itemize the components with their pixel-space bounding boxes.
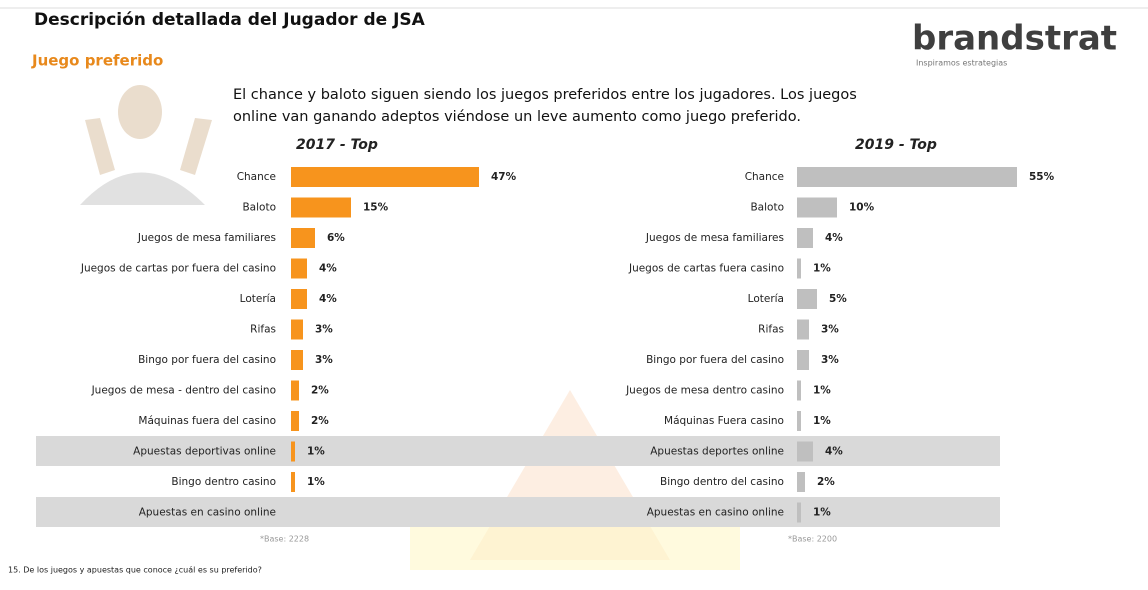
bar bbox=[797, 320, 809, 340]
value-label: 3% bbox=[315, 324, 333, 336]
value-label: 2% bbox=[311, 415, 329, 427]
value-label: 3% bbox=[821, 354, 839, 366]
value-label: 5% bbox=[829, 293, 847, 305]
value-label: 4% bbox=[825, 446, 843, 458]
bar bbox=[797, 472, 805, 492]
category-label: Apuestas en casino online bbox=[647, 507, 784, 519]
value-label: 55% bbox=[1029, 171, 1055, 183]
category-label: Juegos de mesa familiares bbox=[645, 232, 784, 244]
value-label: 3% bbox=[315, 354, 333, 366]
bar bbox=[291, 350, 303, 370]
category-label: Rifas bbox=[250, 324, 276, 336]
bar bbox=[797, 381, 801, 401]
chart-title: 2019 - Top bbox=[855, 137, 937, 153]
value-label: 10% bbox=[849, 202, 875, 214]
bar bbox=[797, 503, 801, 523]
bar bbox=[291, 411, 299, 431]
value-label: 3% bbox=[821, 324, 839, 336]
category-label: Chance bbox=[237, 171, 276, 183]
category-label: Máquinas fuera del casino bbox=[138, 415, 276, 427]
category-label: Juegos de mesa dentro casino bbox=[625, 385, 784, 397]
category-label: Juegos de mesa familiares bbox=[137, 232, 276, 244]
category-label: Bingo dentro casino bbox=[171, 476, 276, 488]
category-label: Apuestas en casino online bbox=[139, 507, 276, 519]
value-label: 1% bbox=[813, 263, 831, 275]
value-label: 4% bbox=[319, 263, 337, 275]
value-label: 2% bbox=[817, 476, 835, 488]
bar bbox=[291, 289, 307, 309]
bar bbox=[797, 350, 809, 370]
value-label: 47% bbox=[491, 171, 517, 183]
value-label: 4% bbox=[825, 232, 843, 244]
category-label: Baloto bbox=[242, 202, 276, 214]
bar bbox=[797, 411, 801, 431]
category-label: Baloto bbox=[750, 202, 784, 214]
value-label: 1% bbox=[813, 507, 831, 519]
category-label: Bingo por fuera del casino bbox=[646, 354, 784, 366]
bar bbox=[291, 442, 295, 462]
logo: brandstrat bbox=[912, 19, 1117, 59]
section-title: Juego preferido bbox=[31, 52, 163, 70]
bar bbox=[291, 381, 299, 401]
category-label: Juegos de cartas por fuera del casino bbox=[80, 263, 276, 275]
value-label: 1% bbox=[813, 415, 831, 427]
bar bbox=[797, 228, 813, 248]
bar bbox=[797, 442, 813, 462]
category-label: Lotería bbox=[748, 293, 784, 305]
base-note: *Base: 2228 bbox=[260, 535, 309, 544]
bar bbox=[291, 320, 303, 340]
bar bbox=[797, 198, 837, 218]
category-label: Rifas bbox=[758, 324, 784, 336]
description: online van ganando adeptos viéndose un l… bbox=[233, 109, 801, 125]
bar bbox=[797, 289, 817, 309]
value-label: 1% bbox=[307, 446, 325, 458]
slide: Descripción detallada del Jugador de JSA… bbox=[0, 0, 1148, 590]
slide-title: Descripción detallada del Jugador de JSA bbox=[34, 10, 426, 30]
category-label: Juegos de cartas fuera casino bbox=[628, 263, 784, 275]
category-label: Máquinas Fuera casino bbox=[664, 415, 784, 427]
category-label: Lotería bbox=[240, 293, 276, 305]
bar bbox=[797, 259, 801, 279]
bar bbox=[291, 167, 479, 187]
bar bbox=[797, 167, 1017, 187]
value-label: 1% bbox=[813, 385, 831, 397]
value-label: 4% bbox=[319, 293, 337, 305]
bar bbox=[291, 198, 351, 218]
base-note: *Base: 2200 bbox=[788, 535, 837, 544]
description: El chance y baloto siguen siendo los jue… bbox=[233, 87, 857, 103]
category-label: Chance bbox=[745, 171, 784, 183]
bar bbox=[291, 259, 307, 279]
category-label: Apuestas deportivas online bbox=[133, 446, 276, 458]
value-label: 1% bbox=[307, 476, 325, 488]
category-label: Juegos de mesa - dentro del casino bbox=[91, 385, 276, 397]
category-label: Bingo por fuera del casino bbox=[138, 354, 276, 366]
bar bbox=[291, 472, 295, 492]
bar bbox=[291, 228, 315, 248]
chart-title: 2017 - Top bbox=[296, 137, 378, 153]
category-label: Apuestas deportes online bbox=[650, 446, 784, 458]
category-label: Bingo dentro del casino bbox=[660, 476, 784, 488]
logo-tagline: Inspiramos estrategias bbox=[916, 59, 1007, 68]
footnote: 15. De los juegos y apuestas que conoce … bbox=[8, 566, 262, 575]
value-label: 6% bbox=[327, 232, 345, 244]
value-label: 2% bbox=[311, 385, 329, 397]
value-label: 15% bbox=[363, 202, 389, 214]
